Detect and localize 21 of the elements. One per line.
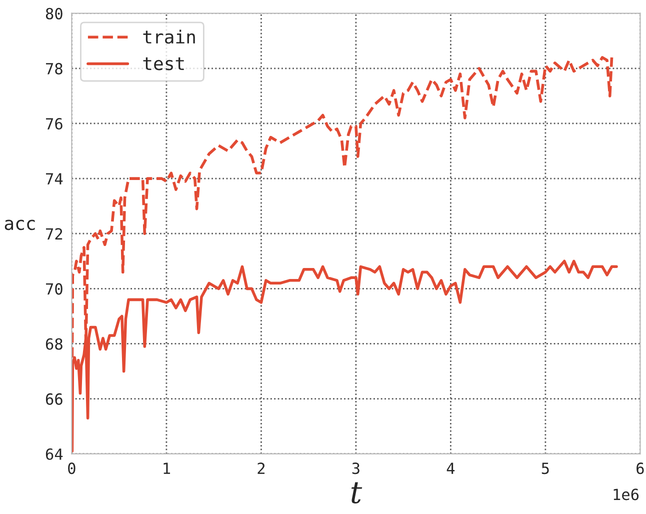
y-tick-label: 72 [46, 228, 62, 240]
x-tick-label: 5 [542, 462, 549, 474]
x-tick-label: 2 [258, 462, 264, 474]
y-tick-label: 80 [46, 8, 62, 20]
y-tick-label: 74 [46, 173, 63, 184]
x-tick-label: 4 [446, 462, 455, 474]
x-axis-title: t [351, 482, 362, 504]
y-tick-label: 68 [46, 338, 62, 350]
x-tick-label: 1 [164, 462, 170, 474]
y-tick-label: 76 [46, 118, 62, 130]
x-tick-label: 3 [352, 462, 360, 474]
legend-label: train [143, 30, 195, 44]
y-tick-label: 66 [46, 393, 62, 405]
x-tick-label: 0 [68, 462, 76, 474]
x-tick-label: 6 [636, 462, 644, 474]
y-tick-label: 64 [46, 448, 63, 460]
y-tick-label: 70 [46, 283, 62, 295]
y-tick-label: 78 [46, 62, 62, 74]
legend-label: test [143, 57, 184, 70]
y-axis-title: acc [4, 220, 35, 230]
text: 1e6 [614, 488, 639, 500]
